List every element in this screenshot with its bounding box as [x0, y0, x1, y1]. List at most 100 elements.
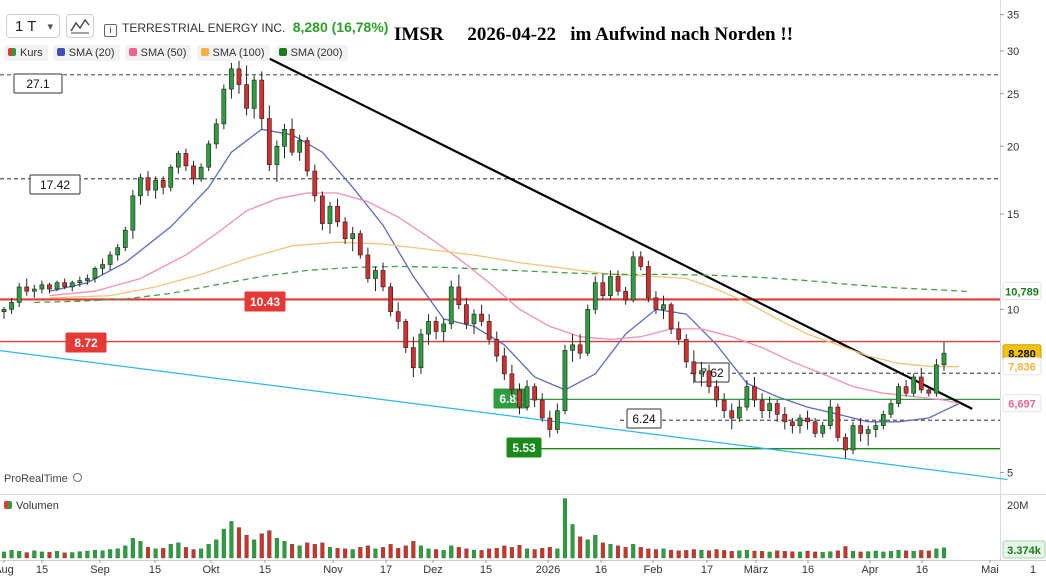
candle-body: [600, 282, 606, 296]
chart-annotation: IMSR 2026-04-22 im Aufwind nach Norden !…: [394, 24, 794, 45]
candle-body: [259, 79, 265, 119]
level-label: 10.43: [250, 295, 280, 309]
volume-bar: [191, 549, 196, 559]
volume-bar: [744, 549, 749, 559]
volume-bar: [229, 521, 234, 559]
legend-item-sma20[interactable]: SMA (20): [52, 45, 120, 61]
candle-body: [729, 410, 735, 419]
candle-body: [138, 177, 143, 197]
volume-bar: [866, 551, 871, 559]
candle-body: [304, 140, 310, 172]
candle-body: [221, 88, 227, 125]
candle-body: [395, 311, 401, 322]
candle-body: [782, 414, 788, 423]
legend-item-sma100[interactable]: SMA (100): [196, 45, 270, 61]
candle-body: [24, 286, 30, 292]
volume-bar: [782, 551, 787, 559]
candle-body: [767, 403, 773, 411]
volume-bar: [274, 538, 279, 559]
level-label: 5.53: [512, 441, 536, 455]
candle-body: [539, 399, 545, 419]
candle-body: [350, 233, 356, 240]
volume-legend[interactable]: Volumen: [4, 500, 59, 512]
candle-body: [570, 344, 575, 351]
y-tick-label: 15: [1007, 209, 1019, 221]
timeframe-selector[interactable]: 1 T ▾: [6, 14, 60, 38]
level-label-box: [506, 437, 542, 458]
y-tick-label: 30: [1007, 46, 1019, 58]
volume-bar: [888, 551, 893, 559]
candle-body: [380, 270, 386, 288]
info-icon[interactable]: i: [104, 24, 117, 37]
candle-body: [494, 339, 500, 357]
volume-bar: [358, 547, 363, 559]
volume-max-label: 20M: [1007, 500, 1028, 512]
volume-bar: [464, 548, 469, 559]
legend-item-kurs[interactable]: Kurs: [4, 45, 48, 61]
x-tick-label: Apr: [861, 564, 878, 576]
candle-body: [524, 386, 530, 408]
volume-bar: [85, 550, 90, 559]
candle-body: [357, 233, 363, 256]
candle-body: [896, 386, 901, 404]
candle-body: [812, 421, 818, 434]
volume-bar: [456, 547, 461, 559]
x-tick-label: März: [744, 564, 768, 576]
candle-body: [623, 290, 628, 301]
candle-body: [501, 355, 507, 375]
level-label-box: [29, 174, 81, 195]
x-tick-label: 1: [1030, 564, 1036, 576]
volume-bar: [941, 547, 947, 559]
circle-icon[interactable]: [72, 473, 82, 482]
candle-body: [744, 386, 750, 408]
volume-bar: [737, 550, 742, 559]
candle-body: [31, 288, 37, 292]
volume-bar: [381, 547, 386, 559]
volume-bar: [168, 544, 173, 559]
candle-body: [911, 376, 917, 394]
candle-body: [77, 280, 83, 283]
volume-bar: [282, 541, 287, 559]
level-label: 6.24: [632, 412, 656, 426]
level-label: 8.72: [74, 336, 98, 350]
sma-line: [49, 241, 960, 368]
candle-body: [714, 386, 719, 401]
candle-body: [388, 286, 393, 312]
candle-body: [752, 386, 757, 401]
candle-body: [479, 313, 484, 322]
volume-bar: [214, 539, 219, 559]
x-tick-label: 15: [259, 564, 271, 576]
candle-body: [630, 256, 636, 301]
volume-bar: [123, 545, 128, 559]
volume-bar: [525, 548, 530, 559]
legend-item-sma200[interactable]: SMA (200): [274, 45, 348, 61]
candle-body: [464, 304, 469, 325]
candle-body: [130, 195, 136, 231]
volume-bar: [403, 545, 408, 559]
volume-bar: [843, 546, 848, 559]
candle-body: [934, 364, 939, 394]
volume-bar: [199, 548, 204, 559]
volume-bar: [1, 551, 7, 559]
volume-bar: [183, 547, 188, 559]
candle-body: [62, 282, 68, 288]
candle-body: [797, 417, 803, 426]
volume-bar: [934, 548, 939, 559]
candle-body: [608, 276, 613, 296]
candle-body: [577, 344, 583, 354]
legend-item-sma50[interactable]: SMA (50): [124, 45, 192, 61]
candle-body: [85, 278, 90, 281]
candle-body: [918, 376, 924, 391]
volume-bar: [896, 549, 901, 559]
candle-body: [122, 229, 128, 248]
candle-body: [342, 221, 348, 240]
volume-bar: [684, 550, 689, 559]
sma-line: [49, 192, 960, 405]
indicator-icon[interactable]: [66, 14, 94, 38]
candle-body: [699, 370, 704, 375]
price-badge: [1002, 357, 1042, 376]
volume-bar: [297, 545, 302, 559]
volume-bar: [327, 547, 332, 559]
candle-body: [9, 302, 14, 310]
